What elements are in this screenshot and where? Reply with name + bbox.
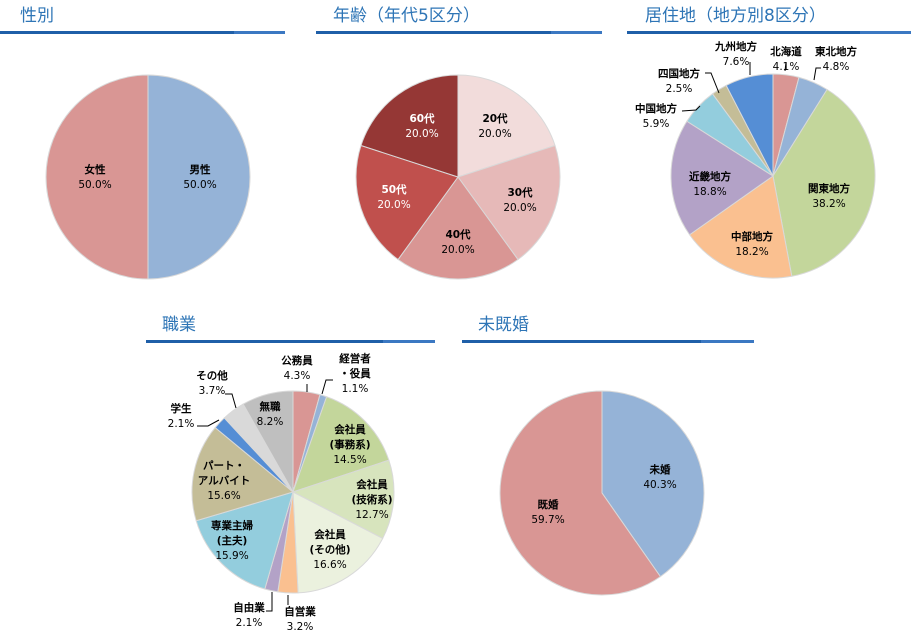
age-slice xyxy=(355,144,459,261)
occupation-data-label: 公務員 4.3% xyxy=(281,354,313,382)
occupation-leader-line xyxy=(197,419,220,427)
marital-title-rule xyxy=(462,340,754,343)
age-slice xyxy=(457,144,561,261)
gender-data-label: 女性 50.0% xyxy=(78,163,111,191)
region-data-label: 九州地方 7.6% xyxy=(714,40,757,68)
occupation-data-label: 専業主婦(主夫) 15.9% xyxy=(211,519,253,562)
region-leader-line xyxy=(681,105,701,112)
gender-slice xyxy=(45,74,149,280)
age-panel-title: 年齢（年代5区分） xyxy=(333,6,480,26)
gender-slice xyxy=(147,74,251,280)
region-data-label: 北海道 4.1% xyxy=(770,45,802,73)
gender-pie-chart: 男性 50.0% 女性 50.0% xyxy=(45,74,251,280)
age-data-label: 50代 20.0% xyxy=(377,183,410,211)
age-slice xyxy=(360,74,459,178)
region-data-label: 近畿地方 18.8% xyxy=(689,170,731,198)
occupation-data-label: その他 3.7% xyxy=(196,369,228,397)
gender-title-rule xyxy=(0,31,285,34)
occupation-data-label: 無職 8.2% xyxy=(257,400,284,428)
age-pie-chart: 20代 20.0% 30代 20.0% 40代 20.0% 50代 20.0% 60代 20.0% xyxy=(355,74,561,280)
marital-data-label: 未婚 40.3% xyxy=(643,463,676,491)
occupation-data-label: 自由業 2.1% xyxy=(233,601,265,629)
age-data-label: 40代 20.0% xyxy=(441,228,474,256)
age-slice xyxy=(397,176,519,280)
region-leader-line xyxy=(784,61,787,72)
occupation-data-label: 会社員(事務系) 14.5% xyxy=(329,423,370,466)
occupation-slice xyxy=(292,396,390,493)
region-data-label: 関東地方 38.2% xyxy=(808,182,850,210)
region-data-label: 東北地方 4.8% xyxy=(815,45,857,73)
gender-data-label: 男性 50.0% xyxy=(183,163,216,191)
region-slice xyxy=(725,73,774,177)
region-panel-title: 居住地（地方別8区分） xyxy=(645,6,826,26)
marital-panel-title: 未既婚 xyxy=(478,315,529,335)
occupation-data-label: 経営者・役員 1.1% xyxy=(339,352,371,395)
occupation-title-rule xyxy=(146,340,435,343)
age-data-label: 20代 20.0% xyxy=(478,112,511,140)
occupation-data-label: 会社員(その他) 16.6% xyxy=(309,528,350,571)
region-slice xyxy=(688,175,793,279)
region-leader-line xyxy=(813,67,821,81)
region-leader-line xyxy=(705,72,720,94)
occupation-pie-chart: 公務員 4.3% 経営者・役員 1.1% 会社員(事務系) 14.5% 会社員(技術系) 12… xyxy=(168,352,395,633)
gender-panel-title: 性別 xyxy=(20,6,54,26)
occupation-slice xyxy=(191,426,295,522)
occupation-slice xyxy=(195,491,294,590)
occupation-slice xyxy=(291,459,395,540)
occupation-leader-line xyxy=(225,393,237,409)
region-data-label: 中国地方 5.9% xyxy=(635,102,677,130)
age-data-label: 60代 20.0% xyxy=(405,112,438,140)
occupation-data-label: パート・アルバイト 15.6% xyxy=(198,460,250,502)
marital-slice xyxy=(601,390,705,578)
marital-pie-chart: 未婚 40.3% 既婚 59.7% xyxy=(499,390,705,596)
region-slice xyxy=(670,120,774,236)
occupation-leader-line xyxy=(266,592,273,612)
age-slice xyxy=(457,74,556,178)
age-title-rule xyxy=(316,31,602,34)
region-data-label: 中部地方 18.2% xyxy=(731,230,773,258)
occupation-panel-title: 職業 xyxy=(162,315,196,335)
marital-slice xyxy=(499,390,662,596)
region-slice xyxy=(772,88,876,277)
occupation-slice xyxy=(292,491,384,594)
occupation-leader-line xyxy=(321,379,333,395)
marital-data-label: 既婚 59.7% xyxy=(531,498,564,526)
region-title-rule xyxy=(627,31,911,34)
occupation-data-label: 自営業 3.2% xyxy=(284,605,316,633)
region-data-label: 四国地方 2.5% xyxy=(658,67,700,95)
region-pie-chart: 北海道 4.1% 東北地方 4.8% 関東地方 38.2% 中部地方 18.2% 近畿地方 18.… xyxy=(635,40,876,279)
age-data-label: 30代 20.0% xyxy=(503,186,536,214)
occupation-data-label: 学生 2.1% xyxy=(168,402,195,430)
occupation-data-label: 会社員(技術系) 12.7% xyxy=(351,478,392,521)
occupation-slice xyxy=(242,390,294,494)
